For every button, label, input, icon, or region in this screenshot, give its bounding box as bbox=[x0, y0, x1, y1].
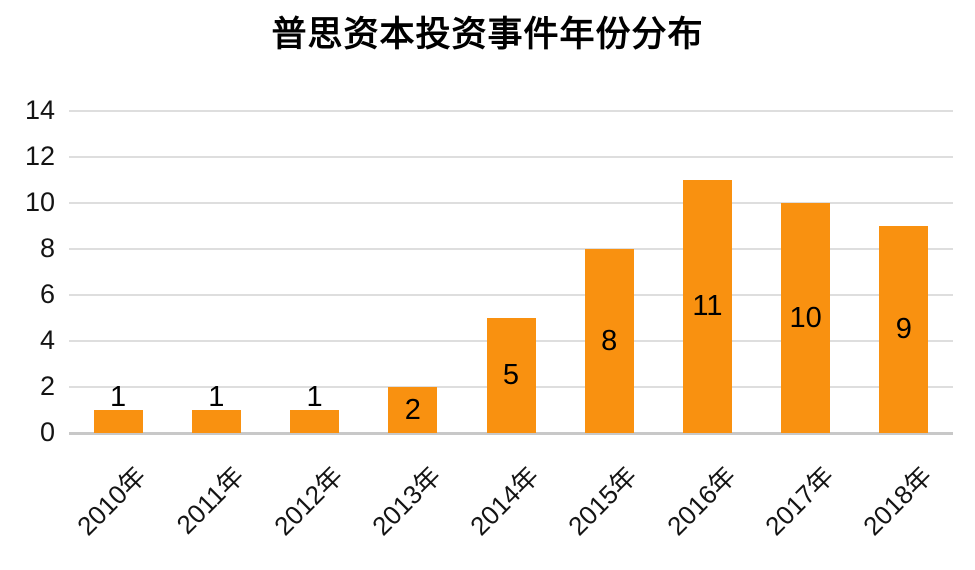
bar-2013: 2 bbox=[388, 387, 438, 433]
bar-value-label-2010: 1 bbox=[110, 381, 127, 413]
x-axis-baseline bbox=[69, 431, 953, 435]
bar-value-label-2017: 10 bbox=[789, 301, 822, 334]
bar-value-label-2014: 5 bbox=[502, 359, 520, 391]
x-tick-label-2016: 2016年 bbox=[660, 460, 742, 542]
gridline-12 bbox=[69, 156, 953, 158]
x-tick-label-2010: 2010年 bbox=[71, 460, 152, 542]
bar-2015: 8 bbox=[584, 249, 634, 433]
gridline-14 bbox=[69, 110, 953, 112]
x-tick-label-2011: 2011年 bbox=[171, 460, 251, 540]
x-tick-label-2015: 2015年 bbox=[562, 460, 644, 542]
bar-value-label-2012: 1 bbox=[306, 381, 323, 413]
y-tick-label-0: 0 bbox=[39, 416, 55, 447]
bar-2012: 1 bbox=[290, 383, 340, 433]
bar-2011: 1 bbox=[191, 383, 241, 433]
bar-2017: 10 bbox=[781, 203, 831, 433]
x-tick-label-2013: 2013年 bbox=[366, 460, 447, 542]
y-tick-label-6: 6 bbox=[39, 278, 55, 309]
bar-2010: 1 bbox=[93, 383, 143, 433]
y-tick-label-12: 12 bbox=[24, 140, 55, 171]
bar-2014: 5 bbox=[486, 318, 536, 433]
x-tick-label-2017: 2017年 bbox=[758, 460, 840, 542]
bar-value-label-2016: 11 bbox=[692, 290, 723, 322]
y-tick-label-14: 14 bbox=[24, 94, 55, 125]
gridline-10 bbox=[69, 202, 953, 204]
x-tick-label-2014: 2014年 bbox=[464, 460, 545, 542]
y-tick-label-4: 4 bbox=[39, 324, 55, 355]
bar-value-label-2018: 9 bbox=[895, 313, 912, 345]
x-tick-label-2018: 2018年 bbox=[857, 460, 938, 542]
bar-value-label-2011: 1 bbox=[208, 381, 225, 413]
x-tick-label-2012: 2012年 bbox=[267, 460, 349, 542]
y-tick-label-8: 8 bbox=[39, 232, 55, 263]
bar-2016: 11 bbox=[682, 180, 732, 433]
chart-title: 普思资本投资事件年份分布 bbox=[271, 15, 704, 54]
gridline-8 bbox=[69, 248, 953, 250]
bar-value-label-2013: 2 bbox=[404, 393, 421, 426]
bar-2018: 9 bbox=[879, 226, 929, 433]
gridline-6 bbox=[69, 294, 953, 296]
bar-value-label-2015: 8 bbox=[601, 324, 618, 357]
y-tick-label-2: 2 bbox=[39, 370, 55, 401]
y-tick-label-10: 10 bbox=[24, 186, 55, 217]
